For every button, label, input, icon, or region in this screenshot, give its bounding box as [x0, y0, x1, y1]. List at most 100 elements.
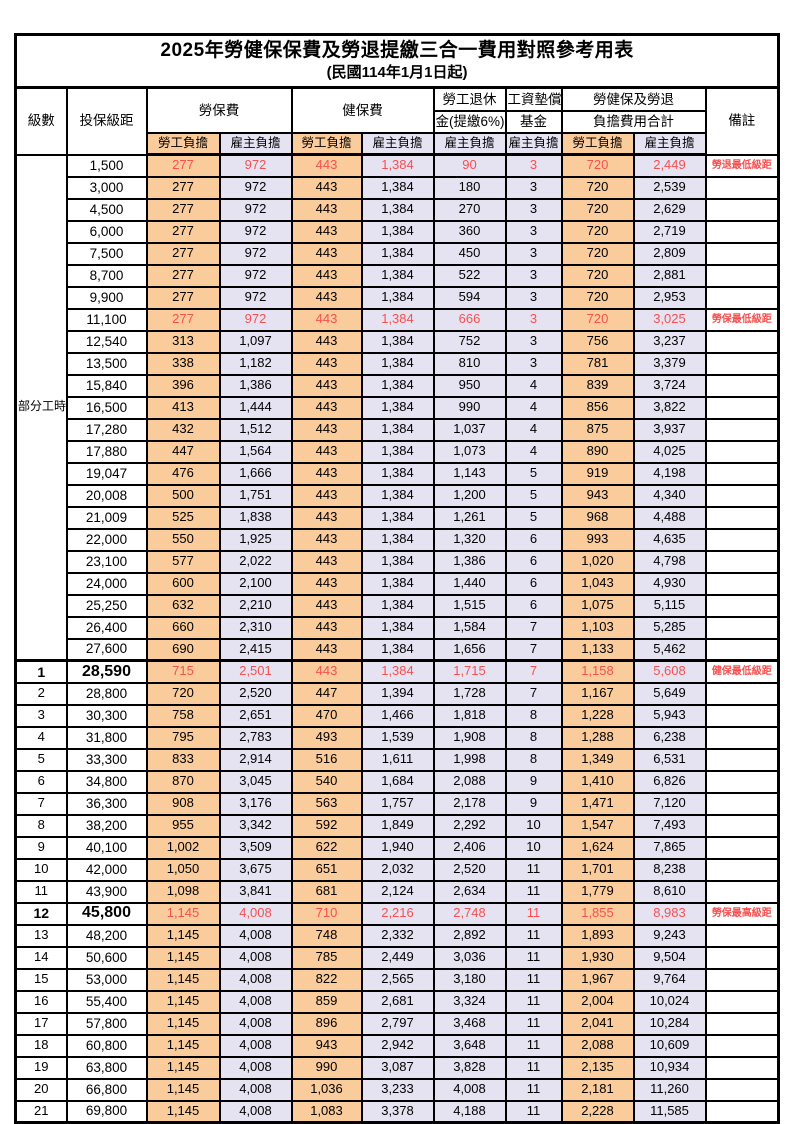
- col-header-note: 備註: [704, 86, 780, 156]
- cell-labor-ins-labor-share: 476: [145, 461, 221, 486]
- cell-health-ins-employer-share: 1,384: [360, 373, 435, 398]
- cell-health-ins-labor-share: 470: [290, 703, 363, 728]
- table-row: 13 48,200 1,145 4,008 748 2,332 2,892 11 1,893 9,…: [14, 923, 780, 948]
- cell-level: 21: [14, 1099, 68, 1124]
- cell-pension-employer-share: 1,200: [432, 483, 507, 508]
- cell-labor-ins-employer-share: 2,210: [218, 593, 293, 618]
- cell-pension-employer-share: 1,818: [432, 703, 507, 728]
- cell-total-employer-share: 10,609: [632, 1033, 707, 1058]
- cell-note: [704, 681, 780, 706]
- table-row: 17,880 447 1,564 443 1,384 1,073 4 890 4,025: [16, 439, 780, 464]
- cell-total-labor-share: 968: [560, 505, 635, 530]
- page-title: 2025年勞健保保費及勞退提繳三合一費用對照參考用表: [160, 40, 634, 62]
- cell-wage-fund-employer-share: 9: [504, 791, 563, 816]
- table-row: 24,000 600 2,100 443 1,384 1,440 6 1,043 4,930: [16, 571, 780, 596]
- cell-health-ins-labor-share: 443: [290, 285, 363, 310]
- cell-wage-fund-employer-share: 4: [504, 395, 563, 420]
- cell-labor-ins-labor-share: 955: [145, 813, 221, 838]
- cell-level: 2: [14, 681, 68, 706]
- cell-labor-ins-labor-share: 277: [145, 197, 221, 222]
- cell-pension-employer-share: 3,468: [432, 1011, 507, 1036]
- cell-note: [704, 417, 780, 442]
- cell-wage-fund-employer-share: 11: [504, 923, 563, 948]
- table-row: 23,100 577 2,022 443 1,384 1,386 6 1,020 4,798: [16, 549, 780, 574]
- cell-note: [704, 725, 780, 750]
- cell-labor-ins-employer-share: 972: [218, 285, 293, 310]
- cell-health-ins-employer-share: 1,940: [360, 835, 435, 860]
- cell-pension-employer-share: 1,584: [432, 615, 507, 640]
- cell-total-labor-share: 1,471: [560, 791, 635, 816]
- cell-wage-fund-employer-share: 3: [504, 329, 563, 354]
- cell-health-ins-labor-share: 443: [290, 615, 363, 640]
- cell-insured-bracket: 53,000: [65, 967, 148, 992]
- cell-total-employer-share: 5,462: [632, 637, 707, 662]
- cell-pension-employer-share: 594: [432, 285, 507, 310]
- cell-labor-ins-labor-share: 338: [145, 351, 221, 376]
- cell-note: [704, 395, 780, 420]
- cell-pension-employer-share: 1,908: [432, 725, 507, 750]
- cell-note: [704, 461, 780, 486]
- cell-wage-fund-employer-share: 8: [504, 747, 563, 772]
- cell-insured-bracket: 30,300: [65, 703, 148, 728]
- cell-insured-bracket: 42,000: [65, 857, 148, 882]
- cell-total-employer-share: 7,120: [632, 791, 707, 816]
- cell-labor-ins-employer-share: 2,501: [218, 659, 293, 684]
- cell-health-ins-labor-share: 443: [290, 219, 363, 244]
- cell-wage-fund-employer-share: 6: [504, 549, 563, 574]
- cell-total-employer-share: 4,798: [632, 549, 707, 574]
- cell-insured-bracket: 43,900: [65, 879, 148, 904]
- cell-total-labor-share: 720: [560, 307, 635, 332]
- cell-pension-employer-share: 3,180: [432, 967, 507, 992]
- cell-labor-ins-employer-share: 2,520: [218, 681, 293, 706]
- table-row: 15,840 396 1,386 443 1,384 950 4 839 3,724: [16, 373, 780, 398]
- cell-wage-fund-employer-share: 10: [504, 835, 563, 860]
- table-row: 13,500 338 1,182 443 1,384 810 3 781 3,379: [16, 351, 780, 376]
- table-row: 19,047 476 1,666 443 1,384 1,143 5 919 4,198: [16, 461, 780, 486]
- cell-pension-employer-share: 1,261: [432, 505, 507, 530]
- cell-labor-ins-employer-share: 972: [218, 219, 293, 244]
- subheader-labor-share: 勞工負擔: [290, 132, 363, 156]
- cell-health-ins-employer-share: 2,032: [360, 857, 435, 882]
- cell-pension-employer-share: 1,998: [432, 747, 507, 772]
- cell-insured-bracket: 20,008: [65, 483, 148, 508]
- cell-total-employer-share: 6,826: [632, 769, 707, 794]
- cell-health-ins-labor-share: 990: [290, 1055, 363, 1080]
- cell-pension-employer-share: 810: [432, 351, 507, 376]
- cell-insured-bracket: 45,800: [65, 901, 148, 926]
- cell-total-employer-share: 2,719: [632, 219, 707, 244]
- cell-health-ins-employer-share: 1,384: [360, 483, 435, 508]
- cell-note: [704, 1011, 780, 1036]
- cell-health-ins-employer-share: 1,466: [360, 703, 435, 728]
- cell-health-ins-labor-share: 859: [290, 989, 363, 1014]
- cell-note: [704, 527, 780, 552]
- cell-labor-ins-labor-share: 577: [145, 549, 221, 574]
- cell-total-employer-share: 3,237: [632, 329, 707, 354]
- cell-wage-fund-employer-share: 3: [504, 175, 563, 200]
- cell-labor-ins-employer-share: 2,651: [218, 703, 293, 728]
- cell-wage-fund-employer-share: 3: [504, 153, 563, 178]
- cell-level: 17: [14, 1011, 68, 1036]
- cell-note: [704, 923, 780, 948]
- cell-wage-fund-employer-share: 7: [504, 615, 563, 640]
- cell-wage-fund-employer-share: 11: [504, 901, 563, 926]
- cell-health-ins-labor-share: 516: [290, 747, 363, 772]
- cell-level: 20: [14, 1077, 68, 1102]
- subheader-employer-share: 雇主負擔: [218, 132, 293, 156]
- cell-health-ins-employer-share: 1,611: [360, 747, 435, 772]
- table-row: 3 30,300 758 2,651 470 1,466 1,818 8 1,228 5,943: [14, 703, 780, 728]
- cell-labor-ins-labor-share: 1,145: [145, 901, 221, 926]
- cell-labor-ins-labor-share: 277: [145, 153, 221, 178]
- cell-labor-ins-employer-share: 2,100: [218, 571, 293, 596]
- cell-health-ins-labor-share: 443: [290, 659, 363, 684]
- cell-health-ins-employer-share: 1,384: [360, 351, 435, 376]
- cell-labor-ins-employer-share: 972: [218, 263, 293, 288]
- cell-level: 3: [14, 703, 68, 728]
- cell-pension-employer-share: 2,292: [432, 813, 507, 838]
- cell-health-ins-employer-share: 2,124: [360, 879, 435, 904]
- cell-labor-ins-employer-share: 3,342: [218, 813, 293, 838]
- subheader-employer-share: 雇主負擔: [504, 132, 563, 156]
- cell-note: [704, 1033, 780, 1058]
- cell-labor-ins-labor-share: 1,145: [145, 989, 221, 1014]
- table-row: 14 50,600 1,145 4,008 785 2,449 3,036 11 1,930 9,…: [14, 945, 780, 970]
- cell-total-employer-share: 5,649: [632, 681, 707, 706]
